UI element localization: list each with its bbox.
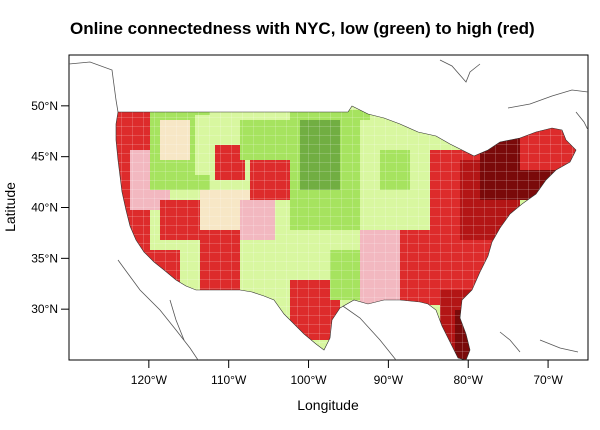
y-tick-label: 40°N: [31, 201, 58, 215]
x-axis: 120°W 110°W 100°W 90°W 80°W 70°W: [131, 360, 563, 387]
coastlines: [69, 59, 588, 360]
x-tick-label: 70°W: [533, 373, 563, 387]
x-tick-label: 90°W: [374, 373, 404, 387]
x-tick-label: 110°W: [211, 373, 247, 387]
map-title: Online connectedness with NYC, low (gree…: [70, 19, 535, 38]
x-axis-label: Longitude: [297, 397, 359, 413]
x-tick-label: 80°W: [453, 373, 483, 387]
y-axis: 30°N 35°N 40°N 45°N 50°N: [31, 99, 69, 316]
y-tick-label: 30°N: [31, 302, 58, 316]
y-tick-label: 45°N: [31, 150, 58, 164]
y-axis-label: Latitude: [2, 182, 18, 232]
x-tick-label: 100°W: [290, 373, 327, 387]
y-tick-label: 35°N: [31, 251, 58, 265]
x-tick-label: 120°W: [131, 373, 168, 387]
y-tick-label: 50°N: [31, 99, 58, 113]
